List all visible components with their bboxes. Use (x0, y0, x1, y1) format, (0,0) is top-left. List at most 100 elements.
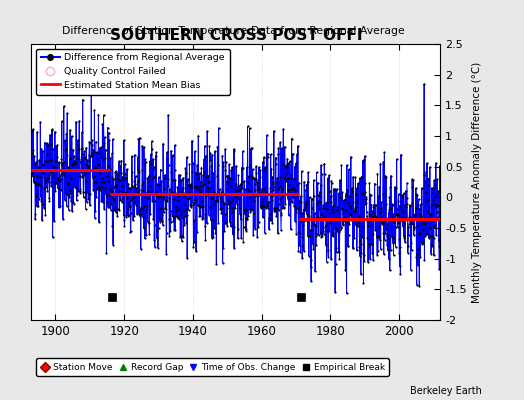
Point (119, 188, 127, 195)
Point (417, 216, 425, 222)
Point (247, 144, 256, 151)
Point (92, 138, 100, 145)
Point (282, 164, 291, 170)
Point (315, 206, 323, 212)
Point (82, 199, 91, 205)
Point (249, 210, 258, 216)
Point (381, 230, 390, 236)
Point (126, 185, 134, 192)
Point (220, 201, 228, 207)
Point (75, 173, 84, 179)
Point (343, 219, 351, 226)
Point (182, 178, 191, 184)
Point (248, 206, 256, 212)
Point (199, 202, 207, 209)
Point (55, 160, 63, 166)
Point (29, 179, 38, 185)
Point (206, 150, 214, 156)
Point (388, 214, 397, 220)
Point (54, 204, 63, 211)
Point (253, 179, 261, 186)
Point (202, 192, 211, 199)
Point (59, 216, 67, 222)
Point (429, 185, 437, 192)
Point (249, 175, 257, 182)
Point (264, 150, 272, 157)
Point (169, 218, 178, 224)
Point (350, 217, 358, 224)
Point (256, 167, 265, 173)
Point (129, 198, 138, 205)
Point (320, 160, 329, 167)
Point (391, 224, 400, 230)
Point (231, 194, 239, 200)
Point (252, 175, 260, 182)
Point (44, 142, 52, 148)
Point (205, 142, 214, 149)
Point (246, 194, 254, 200)
Point (360, 251, 368, 258)
Point (111, 206, 119, 213)
Point (217, 205, 225, 212)
Point (63, 192, 72, 198)
Text: Berkeley Earth: Berkeley Earth (410, 386, 482, 396)
Point (128, 153, 136, 160)
Point (357, 232, 365, 238)
Point (398, 192, 407, 198)
Point (238, 148, 247, 154)
Point (241, 186, 249, 193)
Point (30, 178, 39, 185)
Point (366, 256, 374, 262)
Point (32, 158, 40, 165)
Point (251, 226, 259, 232)
Point (77, 160, 85, 166)
Point (290, 186, 299, 192)
Point (228, 209, 236, 216)
Point (162, 250, 170, 257)
Point (216, 205, 225, 212)
Point (234, 235, 242, 242)
Point (106, 206, 115, 213)
Point (302, 199, 310, 206)
Point (65, 165, 73, 171)
Point (308, 195, 316, 202)
Point (331, 289, 340, 295)
Point (200, 156, 208, 162)
Point (298, 234, 307, 240)
Point (233, 200, 241, 207)
Point (215, 186, 224, 192)
Point (149, 156, 157, 162)
Point (82, 178, 90, 184)
Point (62, 146, 70, 152)
Point (250, 193, 258, 199)
Point (269, 178, 278, 185)
Point (391, 244, 400, 250)
Point (165, 232, 173, 239)
Point (406, 203, 414, 210)
Point (66, 190, 74, 197)
Point (244, 186, 252, 193)
Point (170, 214, 178, 220)
Point (75, 118, 83, 124)
Point (174, 206, 183, 212)
Point (194, 186, 203, 193)
Point (413, 192, 421, 198)
Point (265, 217, 274, 223)
Point (167, 219, 175, 225)
Point (398, 223, 407, 230)
Point (315, 192, 323, 199)
Point (356, 253, 364, 259)
Point (118, 174, 126, 180)
Point (346, 206, 355, 212)
Point (58, 162, 66, 168)
Point (270, 207, 279, 214)
Point (153, 192, 161, 199)
Point (74, 188, 82, 194)
Point (183, 154, 191, 160)
Point (56, 177, 64, 184)
Point (235, 190, 244, 197)
Point (162, 198, 170, 204)
Point (239, 238, 247, 245)
Point (122, 189, 130, 196)
Point (237, 235, 245, 241)
